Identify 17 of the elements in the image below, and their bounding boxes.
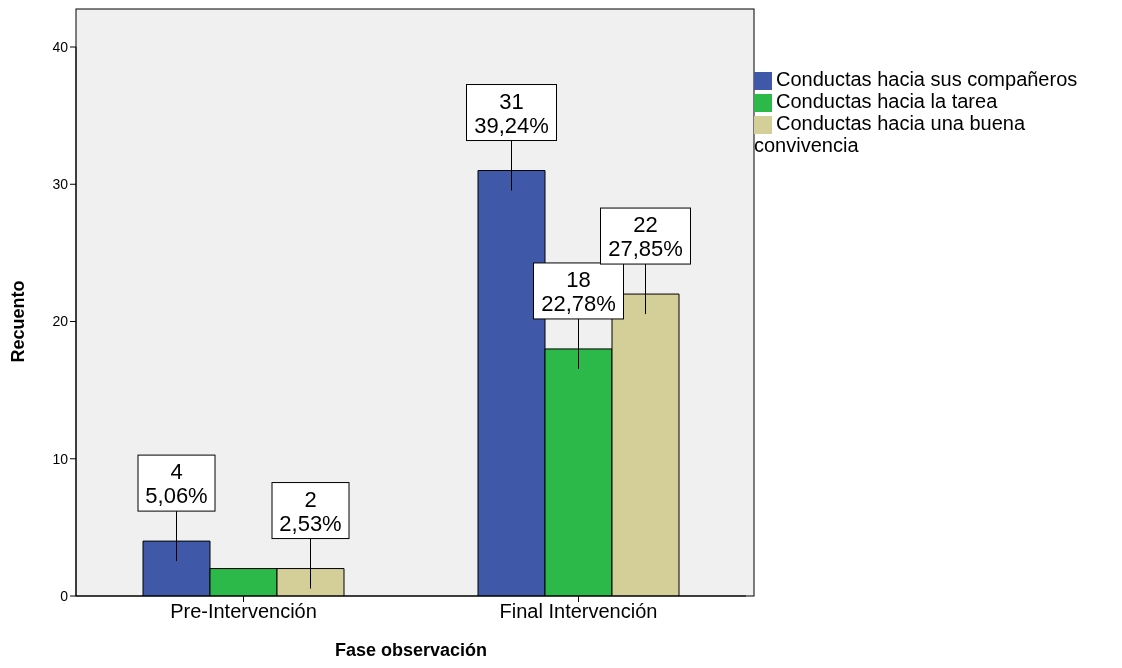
y-tick-label: 0 (60, 587, 69, 604)
x-tick-label: Final Intervención (499, 600, 658, 623)
data-label: 18 22,78% (541, 266, 616, 316)
y-tick-label: 30 (52, 176, 69, 193)
data-label: 22 27,85% (608, 212, 683, 262)
data-label: 4 5,06% (145, 459, 208, 509)
legend-label: Conductas hacia una buena convivencia (754, 112, 1026, 156)
data-label: 2 2,53% (279, 486, 342, 536)
legend-label: Conductas hacia sus compañeros (776, 68, 1078, 90)
y-tick-label: 10 (52, 450, 69, 467)
legend-label: Conductas hacia la tarea (776, 90, 998, 112)
x-tick-label: Pre-Intervención (170, 600, 317, 623)
data-label: 31 39,24% (474, 88, 549, 138)
y-axis-title: Recuento (8, 280, 29, 363)
x-axis-title: Fase observación (334, 640, 488, 660)
y-tick-label: 40 (52, 38, 69, 55)
y-tick-label: 20 (52, 313, 69, 330)
